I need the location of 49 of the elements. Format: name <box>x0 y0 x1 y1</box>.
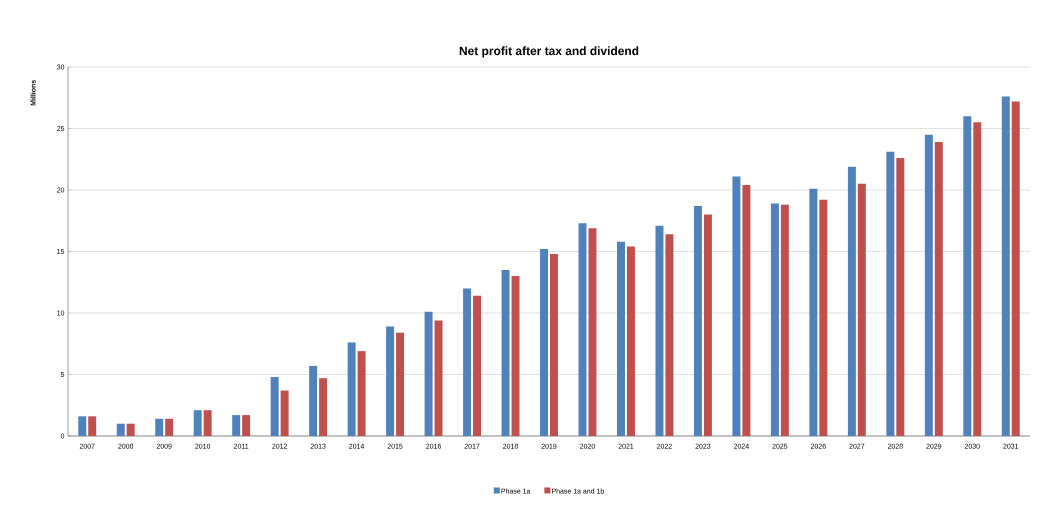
bar <box>126 423 135 436</box>
bar <box>886 151 895 436</box>
bar <box>924 134 933 436</box>
bar <box>655 225 664 436</box>
bar <box>424 311 433 436</box>
bar <box>386 326 395 436</box>
bar <box>270 376 279 436</box>
bar <box>165 418 174 436</box>
bar <box>588 228 597 436</box>
bar <box>550 253 558 436</box>
bar <box>857 183 866 436</box>
bar <box>347 342 356 436</box>
bar <box>155 418 164 436</box>
bar <box>742 185 751 436</box>
bar <box>203 410 212 436</box>
bar <box>732 176 741 436</box>
bar <box>357 351 366 436</box>
bar <box>617 241 625 436</box>
bar <box>501 269 510 436</box>
bar <box>973 122 982 436</box>
bar <box>934 142 943 436</box>
bar <box>703 214 712 436</box>
bar <box>232 415 241 436</box>
bar <box>780 204 789 436</box>
bar <box>819 199 828 436</box>
bar <box>770 203 779 436</box>
bar <box>896 158 905 436</box>
bar <box>116 423 125 436</box>
bar <box>847 166 856 436</box>
bar <box>78 416 87 436</box>
bar <box>434 320 443 436</box>
bar <box>242 415 251 436</box>
bar <box>473 295 482 436</box>
bar <box>693 205 702 436</box>
bar <box>396 332 405 436</box>
bar <box>1001 96 1010 436</box>
bar <box>280 390 289 436</box>
bar <box>309 365 318 436</box>
bar <box>626 246 635 436</box>
chart-title: Net profit after tax and dividend <box>459 46 639 58</box>
bar <box>319 378 328 436</box>
bar <box>193 410 202 436</box>
bar <box>463 288 472 436</box>
bar <box>665 234 674 436</box>
bar <box>963 116 972 436</box>
bar <box>540 249 549 436</box>
bar <box>809 188 818 436</box>
bar <box>88 416 97 436</box>
bar <box>1011 101 1020 436</box>
